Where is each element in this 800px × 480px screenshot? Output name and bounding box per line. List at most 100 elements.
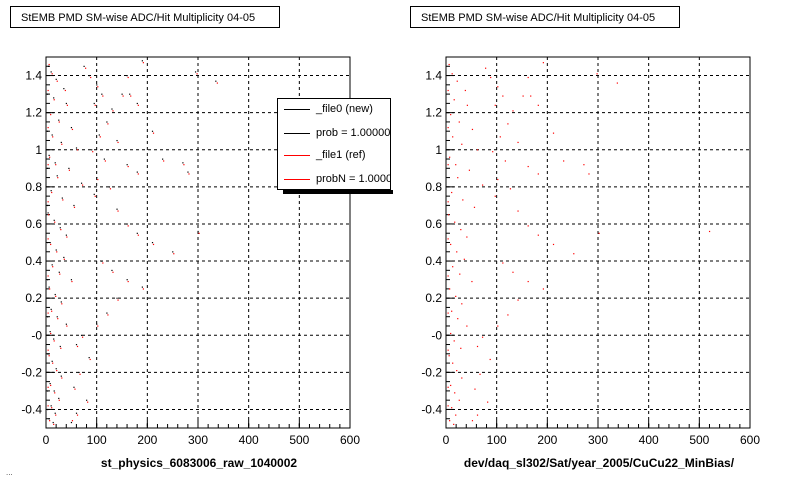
data-point: [517, 299, 519, 301]
data-point: [52, 362, 54, 364]
data-point: [94, 104, 96, 106]
data-point: [196, 73, 198, 75]
data-point: [47, 312, 49, 314]
data-point: [47, 349, 49, 351]
data-point: [126, 223, 128, 225]
data-point: [487, 401, 489, 403]
data-point: [449, 156, 451, 158]
data-point: [56, 80, 58, 82]
data-point: [447, 126, 449, 129]
scatter-plot-left: 0 100 200 300 400 500 600 -0.4 -0.2 -0 0.2 0.4 0.6 0.…: [21, 56, 360, 447]
data-point: [49, 331, 51, 333]
data-point: [106, 312, 108, 314]
data-point: [111, 269, 113, 272]
data-point: [583, 164, 585, 166]
data-point: [51, 407, 53, 409]
data-point: [55, 78, 57, 80]
data-point: [137, 104, 139, 106]
legend-entry-file0: _file0 (new): [278, 99, 390, 119]
data-point: [455, 164, 457, 166]
x-tick-label: 400: [639, 433, 659, 447]
plot-title: StEMB PMD SM-wise ADC/Hit Multiplicity 0…: [10, 6, 280, 28]
data-point: [50, 308, 52, 310]
data-point: [471, 280, 473, 283]
data-point: [55, 164, 57, 166]
data-point: [163, 160, 165, 162]
data-point: [616, 82, 618, 84]
data-point: [456, 251, 458, 253]
x-tick-label: 200: [137, 433, 157, 447]
y-tick-label: 0.4: [25, 254, 42, 268]
data-point: [447, 275, 449, 277]
x-tick-label: 400: [239, 433, 259, 447]
data-point: [55, 295, 57, 297]
data-point: [60, 375, 62, 377]
data-point: [447, 201, 449, 203]
data-point: [57, 318, 59, 320]
data-point: [93, 102, 95, 105]
data-point: [461, 143, 463, 145]
legend-label: _file1 (ref): [316, 149, 366, 161]
data-point: [129, 93, 131, 95]
data-point: [48, 154, 50, 157]
data-point: [55, 249, 57, 251]
data-point: [497, 86, 499, 88]
data-point: [60, 229, 62, 231]
data-point: [60, 301, 62, 303]
data-point: [474, 388, 476, 390]
data-point: [103, 158, 105, 160]
data-point: [47, 408, 49, 411]
data-point: [47, 201, 49, 203]
x-axis-label: st_physics_6083006_raw_1040002: [100, 456, 298, 470]
data-point: [512, 110, 514, 112]
data-point: [552, 243, 555, 246]
data-point: [460, 229, 462, 231]
data-point: [136, 232, 138, 234]
data-point: [64, 89, 66, 92]
x-tick-label: 0: [443, 433, 450, 447]
data-point: [527, 76, 529, 79]
data-point: [457, 318, 459, 320]
data-point: [537, 234, 539, 236]
data-point: [61, 197, 63, 199]
data-point: [53, 340, 55, 342]
plot-title: StEMB PMD SM-wise ADC/Hit Multiplicity 0…: [410, 6, 680, 28]
data-point: [216, 82, 218, 84]
scatter-plot-right: 0 100 200 300 400 500 600 -0.4 -0.2 -0 0.2 0.4 0.6 0.…: [421, 56, 760, 447]
x-tick-label: 600: [340, 433, 360, 447]
data-point: [66, 236, 68, 238]
data-point: [136, 102, 138, 105]
data-point: [116, 139, 118, 142]
data-point: [122, 95, 124, 97]
data-point: [76, 345, 79, 348]
data-point: [456, 369, 458, 372]
data-point: [463, 258, 465, 260]
data-point: [162, 158, 164, 160]
data-point: [507, 123, 509, 125]
data-point: [466, 104, 468, 106]
data-point: [50, 243, 52, 246]
data-point: [53, 423, 55, 425]
data-point: [527, 225, 529, 227]
data-point: [58, 399, 60, 401]
y-tick-label: 0.6: [425, 217, 442, 231]
data-point: [48, 355, 50, 357]
data-point: [466, 325, 468, 327]
data-point: [476, 414, 479, 416]
data-point: [497, 178, 499, 181]
data-point: [49, 156, 51, 158]
data-point: [453, 423, 455, 425]
data-point: [52, 421, 54, 424]
data-point: [68, 169, 71, 171]
data-point: [141, 60, 143, 62]
data-point: [455, 414, 457, 416]
data-point: [473, 206, 476, 208]
data-point: [142, 62, 144, 64]
data-point: [59, 227, 61, 229]
legend: _file0 (new) prob = 1.000000 _file1 (ref…: [277, 98, 391, 190]
x-tick-label: 100: [87, 433, 107, 447]
data-point: [76, 149, 79, 151]
data-point: [447, 312, 449, 314]
data-point: [552, 132, 555, 134]
data-point: [47, 89, 49, 92]
